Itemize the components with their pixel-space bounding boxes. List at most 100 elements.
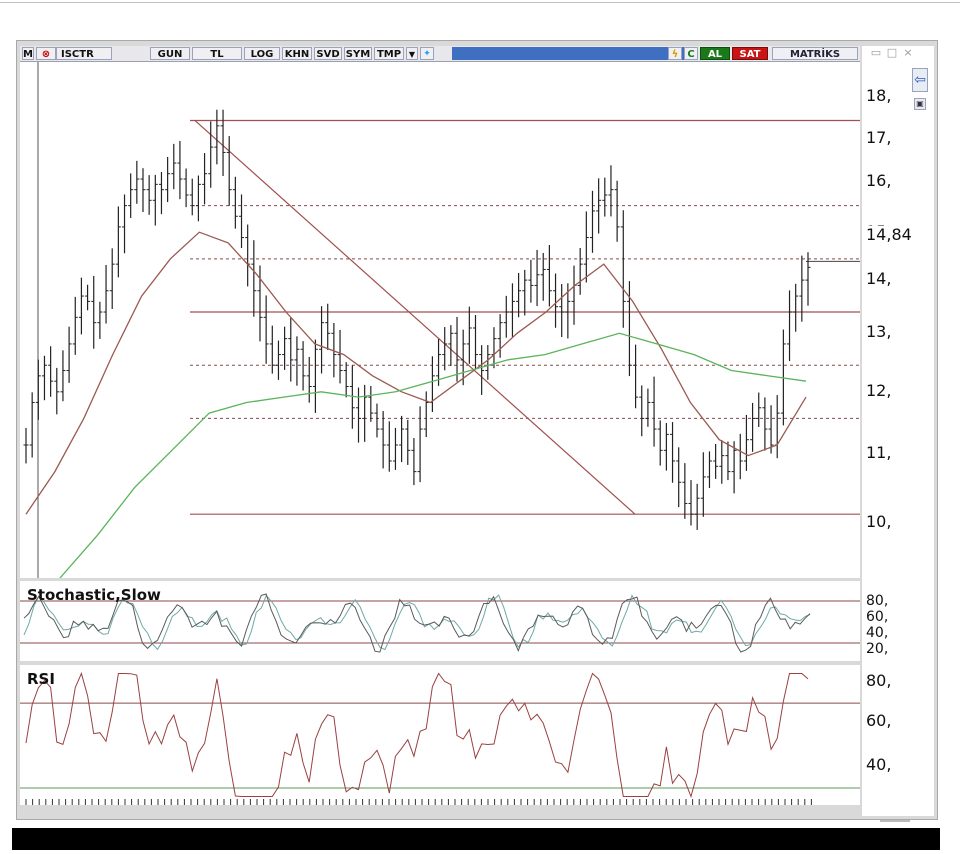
price-bar — [275, 340, 281, 380]
price-bar — [294, 336, 300, 386]
price-bar — [349, 365, 355, 429]
maximize-icon[interactable]: □ — [886, 46, 898, 59]
price-bar — [688, 480, 694, 526]
price-bar — [682, 463, 688, 519]
price-bar — [633, 344, 639, 409]
price-bar — [553, 273, 559, 328]
price-bar — [713, 443, 719, 479]
price-bar — [737, 433, 743, 480]
price-bar — [380, 411, 386, 469]
price-bar — [362, 384, 368, 442]
khn-button[interactable]: KHN — [282, 47, 312, 60]
price-bar — [263, 295, 269, 364]
price-bar — [158, 171, 164, 215]
dropdown-icon[interactable]: ▼ — [406, 47, 418, 60]
price-bar — [208, 121, 214, 188]
price-bar — [676, 447, 682, 508]
symbol-field[interactable]: ISCTR — [56, 47, 112, 60]
price-bar — [183, 168, 189, 208]
price-bar — [768, 405, 774, 454]
refresh-icon[interactable]: C — [684, 47, 698, 60]
price-bar — [232, 176, 238, 229]
price-bar — [546, 244, 552, 307]
period-button[interactable]: GUN — [150, 47, 190, 60]
tmp-button[interactable]: TMP — [374, 47, 404, 60]
price-bar — [651, 376, 657, 447]
price-bar — [288, 317, 294, 382]
price-bar — [522, 269, 528, 316]
svd-button[interactable]: SVD — [314, 47, 342, 60]
price-bar — [245, 224, 251, 287]
price-bar — [472, 315, 478, 370]
price-bar — [479, 345, 485, 395]
price-bar — [577, 247, 583, 295]
price-bar — [799, 255, 805, 322]
price-bar — [140, 168, 146, 213]
rsi-chart — [20, 672, 860, 805]
price-bar — [78, 277, 84, 335]
price-bar — [226, 136, 232, 206]
bottom-bar — [12, 828, 940, 850]
mode-button[interactable]: M — [22, 47, 34, 60]
price-bar — [405, 419, 411, 465]
price-bar — [165, 156, 171, 203]
stochastic-chart — [20, 593, 860, 653]
price-bar — [23, 427, 29, 464]
price-bar — [700, 452, 706, 517]
price-bar — [706, 451, 712, 488]
price-bar — [540, 252, 546, 301]
price-bar — [66, 326, 72, 383]
buy-button[interactable]: AL — [700, 47, 730, 60]
symbol-icon[interactable]: ⊗ — [36, 47, 56, 60]
price-bar — [356, 387, 362, 443]
price-bar — [756, 392, 762, 427]
price-bar — [97, 301, 103, 339]
price-bar — [731, 441, 737, 494]
price-bar — [571, 265, 577, 325]
price-bar — [337, 329, 343, 384]
chart-toolbar: M ⊗ ISCTR GUN TL LOG KHN SVD SYM TMP ▼ ✦… — [20, 46, 860, 62]
price-bar — [460, 329, 466, 386]
panel-toggle-icon[interactable]: ▣ — [914, 98, 926, 110]
sell-button[interactable]: SAT — [732, 47, 768, 60]
arrow-left-icon[interactable]: ⇦ — [912, 68, 928, 92]
sym-button[interactable]: SYM — [344, 47, 372, 60]
price-bar — [251, 240, 257, 317]
stochastic-panel — [20, 581, 860, 661]
price-bar — [128, 173, 134, 218]
price-bar — [787, 290, 793, 362]
price-bar — [122, 194, 128, 254]
scroll-indicator — [880, 820, 910, 822]
price-bar — [509, 283, 515, 337]
price-bar — [91, 275, 97, 349]
price-bar — [392, 427, 398, 470]
price-bar — [589, 190, 595, 253]
price-bar — [534, 249, 540, 307]
price-bar — [497, 314, 503, 358]
price-bar — [436, 339, 442, 386]
minimize-icon[interactable]: ▭ — [870, 46, 882, 59]
price-bar — [306, 356, 312, 403]
price-bar — [399, 415, 405, 463]
price-bar — [195, 175, 201, 222]
twitter-icon[interactable]: ✦ — [420, 47, 434, 60]
price-bar — [719, 440, 725, 484]
close-icon[interactable]: × — [903, 46, 913, 59]
price-bar — [423, 391, 429, 438]
currency-button[interactable]: TL — [192, 47, 242, 60]
price-bar — [386, 421, 392, 472]
toolbar-spacer — [452, 47, 688, 60]
log-button[interactable]: LOG — [244, 47, 280, 60]
price-bar — [60, 350, 66, 402]
moving-average-long — [59, 332, 807, 578]
price-bar — [559, 284, 565, 338]
price-bar — [85, 284, 91, 311]
price-bar — [663, 422, 669, 471]
price-bar — [805, 252, 811, 306]
price-bar — [72, 296, 78, 355]
price-bar — [171, 143, 177, 190]
price-bar — [35, 359, 41, 420]
price-bar — [645, 388, 651, 427]
lightning-icon[interactable]: ϟ — [668, 47, 682, 60]
price-bar — [374, 403, 380, 438]
